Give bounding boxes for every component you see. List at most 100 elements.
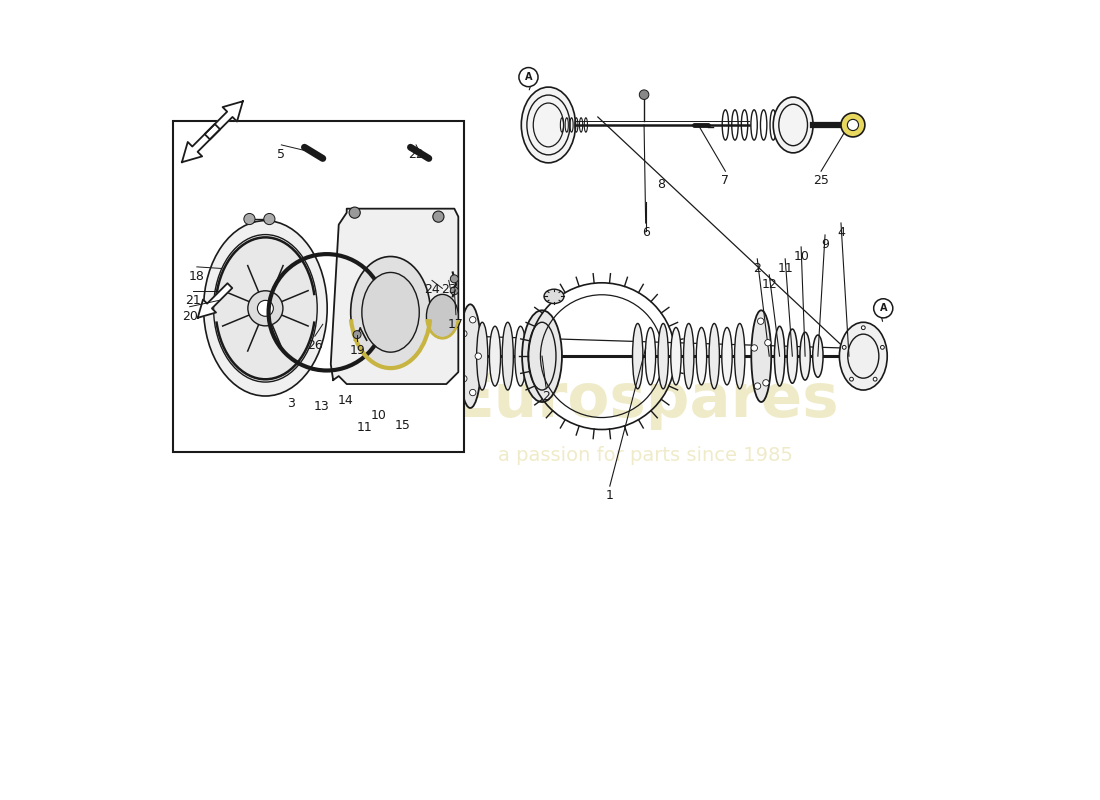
Text: 1: 1 [606,489,614,502]
Text: 6: 6 [641,226,650,239]
Circle shape [470,390,476,396]
Ellipse shape [813,335,823,378]
Text: 13: 13 [314,400,329,413]
Ellipse shape [646,327,656,385]
Text: 23: 23 [441,283,456,297]
Text: 26: 26 [307,339,322,352]
Ellipse shape [800,332,811,380]
Text: 25: 25 [813,174,829,187]
Circle shape [461,330,468,337]
Circle shape [873,298,893,318]
Text: 22: 22 [408,148,424,161]
Circle shape [264,214,275,225]
Circle shape [849,378,854,381]
Text: 8: 8 [658,178,666,191]
Ellipse shape [448,332,458,380]
Circle shape [244,214,255,225]
Ellipse shape [773,97,813,153]
Circle shape [333,379,338,383]
Circle shape [450,286,459,294]
Text: 9: 9 [821,238,829,251]
Polygon shape [198,283,232,318]
Circle shape [847,119,858,130]
Polygon shape [182,124,220,162]
Text: A: A [525,72,532,82]
Ellipse shape [411,334,421,378]
Ellipse shape [204,221,327,396]
Ellipse shape [521,87,575,163]
Circle shape [349,207,361,218]
Text: 5: 5 [277,148,285,161]
Ellipse shape [297,319,349,393]
Ellipse shape [683,323,694,389]
Ellipse shape [544,289,564,303]
Circle shape [248,290,283,326]
Ellipse shape [735,323,745,389]
Text: a passion for parts since 1985: a passion for parts since 1985 [498,446,793,466]
Circle shape [880,346,884,350]
Text: 4: 4 [837,226,845,239]
Ellipse shape [427,294,459,338]
Circle shape [432,211,444,222]
Ellipse shape [436,334,446,378]
Circle shape [861,326,866,330]
Text: 2: 2 [542,390,550,402]
Text: 21: 21 [185,294,200,307]
Text: 3: 3 [287,398,295,410]
Text: 7: 7 [722,174,729,187]
Ellipse shape [351,257,430,368]
Circle shape [758,318,763,324]
Ellipse shape [658,323,669,389]
Polygon shape [205,102,243,139]
Circle shape [353,330,361,338]
Ellipse shape [362,273,419,352]
Circle shape [751,345,758,351]
Ellipse shape [540,326,551,386]
Ellipse shape [696,327,706,385]
Text: 10: 10 [371,410,386,422]
Ellipse shape [476,322,487,390]
Circle shape [450,275,459,283]
Text: 18: 18 [189,270,205,283]
Circle shape [843,346,846,350]
Ellipse shape [522,310,562,402]
Circle shape [639,90,649,99]
Ellipse shape [515,326,526,386]
Text: 14: 14 [338,394,353,406]
Ellipse shape [503,322,514,390]
Circle shape [257,300,274,316]
Ellipse shape [722,327,733,385]
Ellipse shape [382,334,392,378]
Ellipse shape [490,326,500,386]
Text: 24: 24 [425,283,440,297]
Text: 15: 15 [395,419,410,432]
Ellipse shape [710,323,719,389]
Circle shape [762,380,769,386]
Circle shape [475,353,482,359]
Text: 19: 19 [349,344,365,357]
Text: A: A [880,303,887,314]
Text: 12: 12 [761,278,777,291]
Text: 20: 20 [182,310,198,322]
Ellipse shape [839,322,888,390]
Ellipse shape [398,337,407,375]
Ellipse shape [632,323,642,389]
Text: 11: 11 [358,422,373,434]
Circle shape [519,67,538,86]
Circle shape [842,113,865,137]
Circle shape [308,379,312,383]
Text: 10: 10 [793,250,810,263]
Text: 2: 2 [754,262,761,275]
Ellipse shape [788,329,798,383]
Circle shape [461,375,468,382]
Circle shape [300,345,305,349]
Ellipse shape [774,326,784,386]
Ellipse shape [424,336,433,376]
Ellipse shape [213,234,317,382]
Ellipse shape [671,327,681,385]
Circle shape [764,339,771,346]
Circle shape [321,323,324,327]
Ellipse shape [751,310,771,402]
Text: Eurospares: Eurospares [452,370,839,430]
Ellipse shape [459,304,482,408]
